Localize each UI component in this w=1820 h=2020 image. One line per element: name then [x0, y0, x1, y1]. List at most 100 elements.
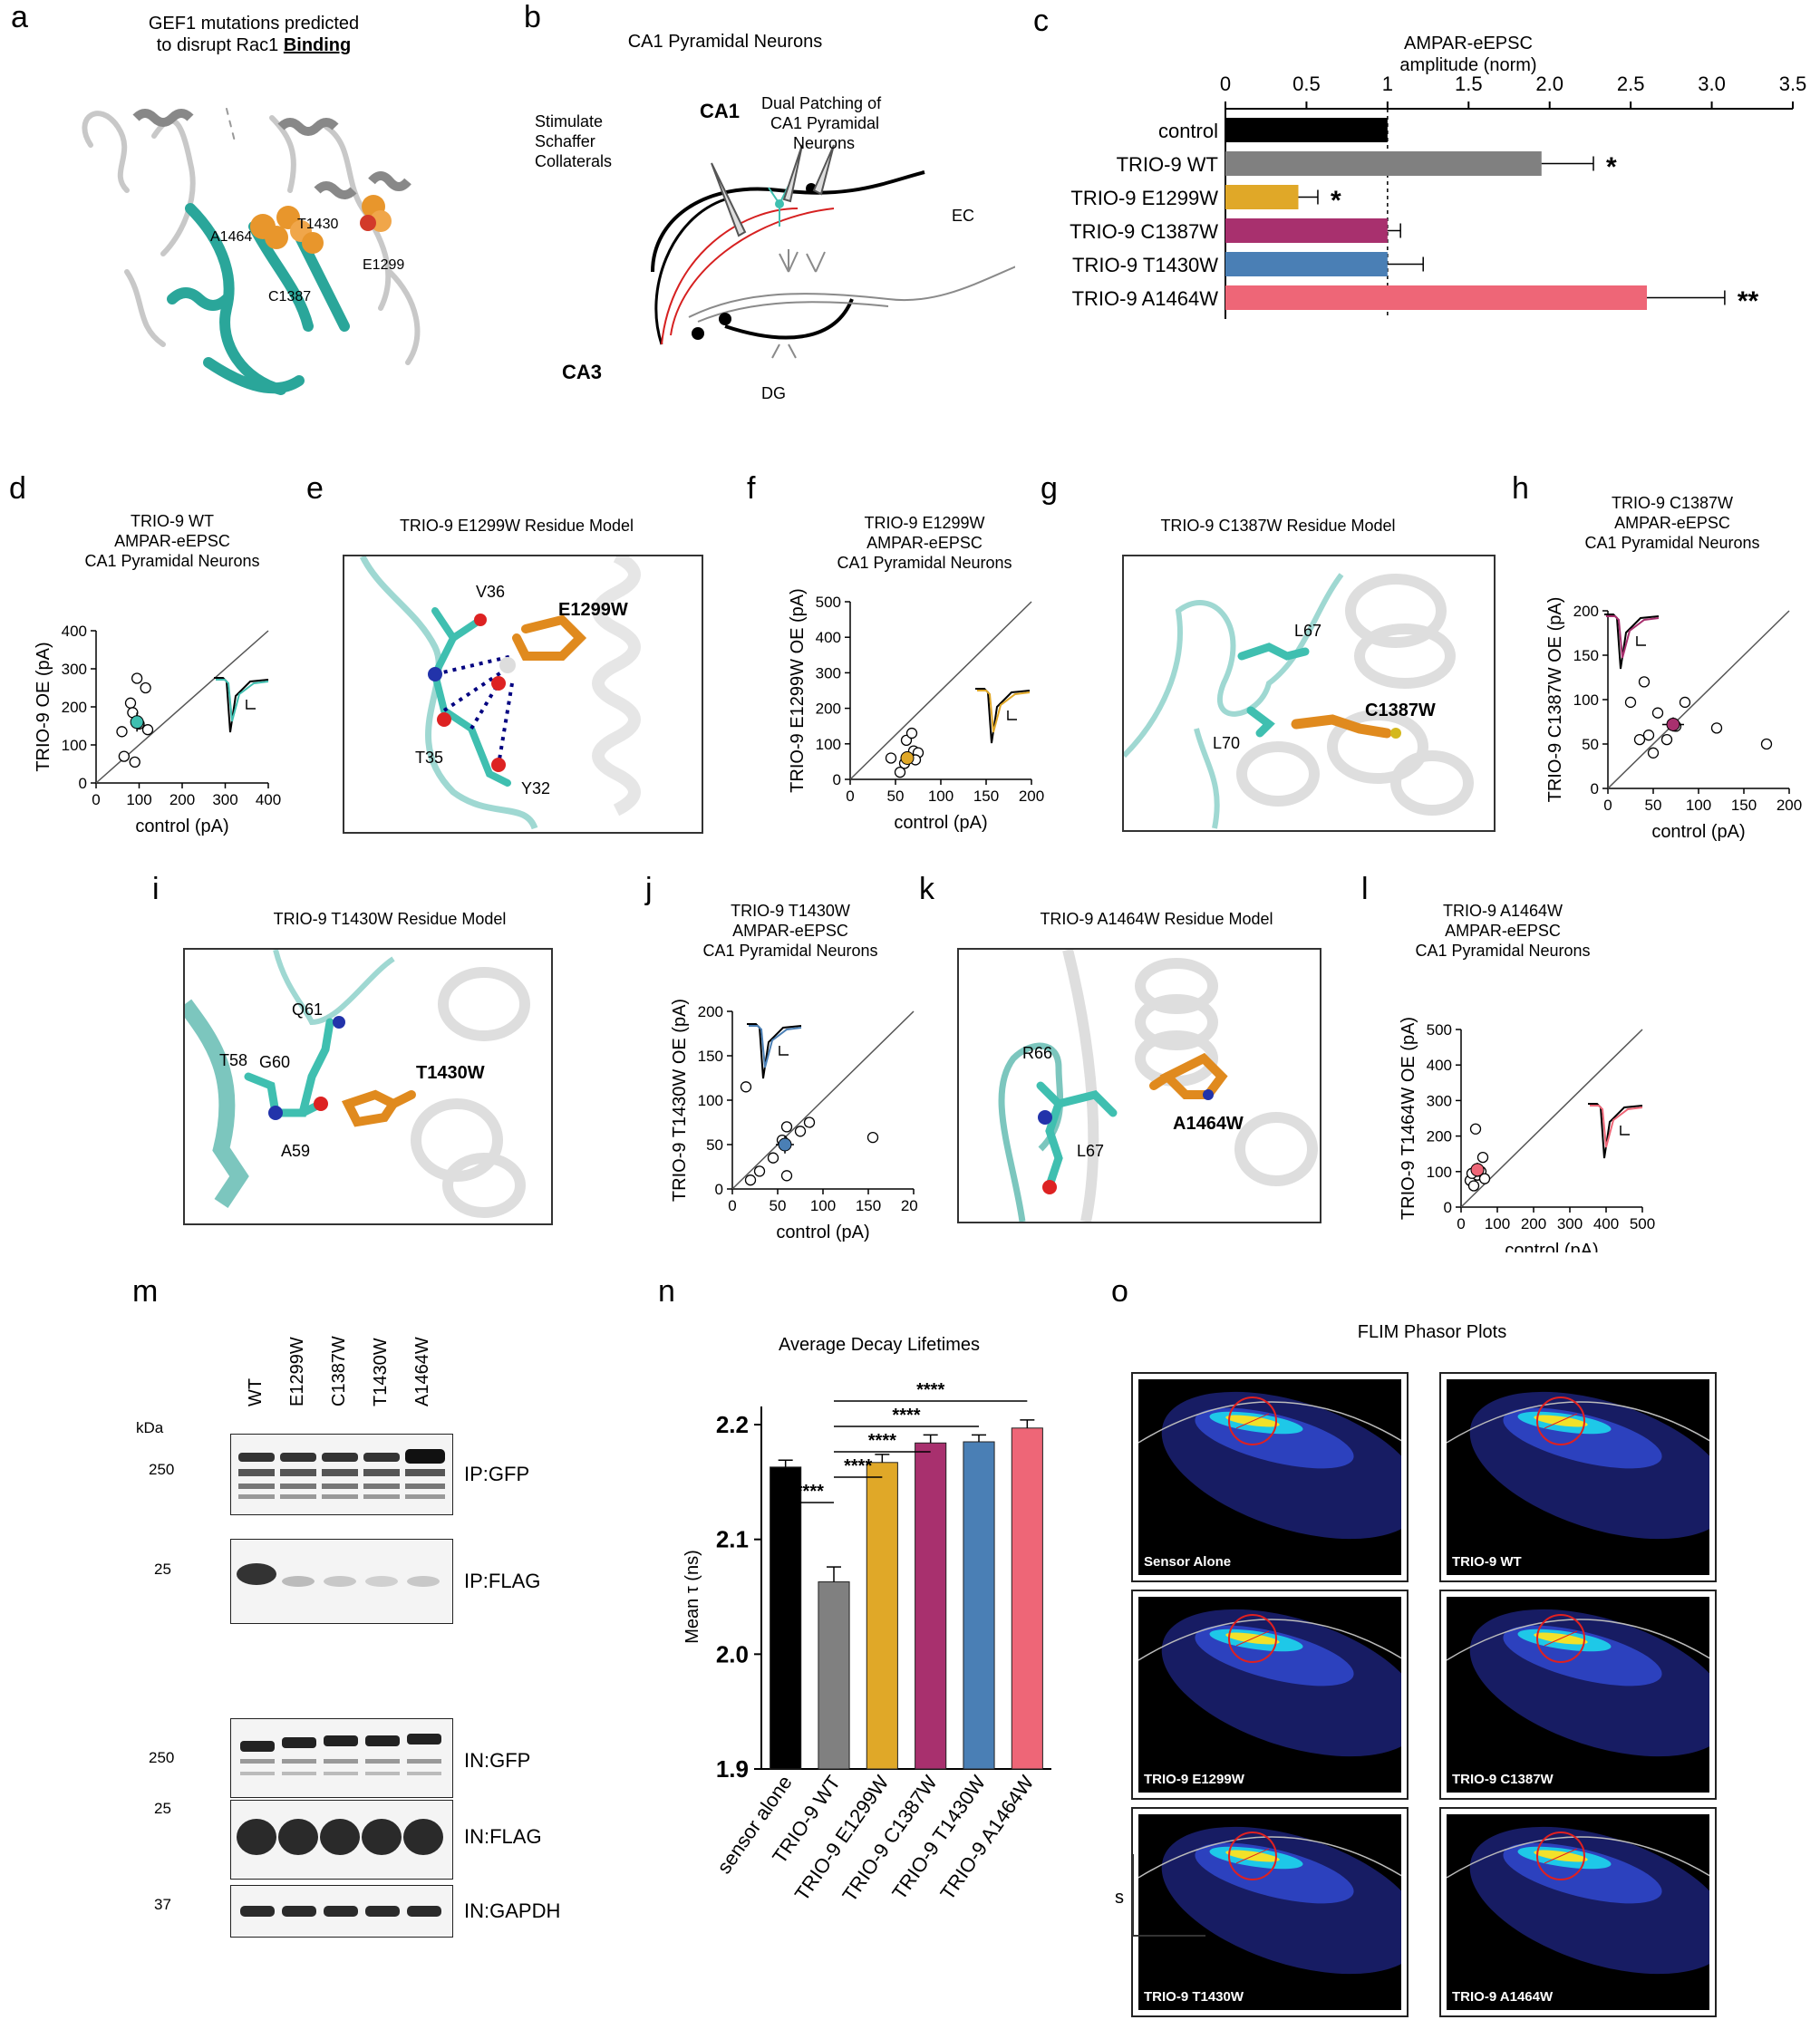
- h-ylabel: TRIO-9 C1387W OE (pA): [1545, 597, 1565, 803]
- panel-k: TRIO-9 A1464W Residue Model R66 A1464W L…: [921, 872, 1365, 1252]
- panel-c: AMPAR-eEPSC amplitude (norm) 0 0.5 1 1.5 2.0…: [1033, 0, 1820, 381]
- lane-label-0: WT: [246, 1378, 266, 1406]
- residue-a1464: A1464: [210, 229, 252, 245]
- panel-j: TRIO-9 T1430W AMPAR-eEPSC CA1 Pyramidal …: [645, 872, 917, 1252]
- d-x-tick-label: 200: [169, 791, 195, 808]
- j-y-tick-label: 200: [698, 1003, 723, 1020]
- h-mean-point: [1666, 717, 1680, 731]
- j-data-point: [780, 1170, 793, 1182]
- residue-l67: L67: [1294, 622, 1321, 640]
- panel-h-title-line1: TRIO-9 C1387W: [1611, 494, 1734, 512]
- j-y-tick-label: 50: [706, 1136, 723, 1154]
- residue-l67-k: L67: [1077, 1142, 1104, 1160]
- n-y-tick-label: 2.2: [716, 1411, 749, 1438]
- panel-c-title: AMPAR-eEPSC amplitude (norm): [1341, 33, 1595, 76]
- residue-model-g: L67 C1387W L70: [1124, 573, 1474, 829]
- chart-l: 0 100 200 300 400 500 0 100 200 300 400 500 control …: [1399, 1017, 1655, 1252]
- l-x-tick-label: 0: [1457, 1215, 1465, 1232]
- blot-marker-0: 250: [149, 1461, 175, 1478]
- c-significance: *: [1606, 152, 1617, 182]
- panel-j-title: TRIO-9 T1430W AMPAR-eEPSC CA1 Pyramidal …: [673, 901, 908, 961]
- j-trace-inset: [747, 1023, 802, 1079]
- dual-line2: CA1 Pyramidal: [770, 114, 879, 132]
- j-unity-line: [731, 1010, 915, 1190]
- universal-circle: [1138, 1836, 1401, 1879]
- panel-c-title-line2: amplitude (norm): [1399, 55, 1537, 75]
- panel-h-title-line2: AMPAR-eEPSC: [1614, 514, 1730, 532]
- panel-label-m: m: [132, 1274, 159, 1309]
- phasor-roi: [1536, 1832, 1585, 1880]
- f-xlabel: control (pA): [894, 813, 987, 833]
- blot-ip-flag: [230, 1539, 453, 1624]
- phasor-roi: [1228, 1614, 1277, 1663]
- l-y-tick-label: 200: [1427, 1128, 1452, 1145]
- d-data-point: [118, 750, 131, 762]
- stimulate-line1: Stimulate: [535, 112, 603, 130]
- h-y-tick-label: 150: [1573, 647, 1599, 664]
- h-data-point: [1633, 733, 1646, 746]
- phasor-roi-line: [1235, 1848, 1270, 1864]
- flim-plot-image: TRIO-9 T1430W: [1138, 1814, 1401, 2010]
- universal-circle: [1138, 1619, 1401, 1661]
- phasor-cloud: [1138, 1609, 1401, 1757]
- panel-i-title: TRIO-9 T1430W Residue Model: [273, 910, 507, 928]
- d-mean-point: [130, 715, 144, 730]
- universal-circle: [1138, 1401, 1401, 1444]
- f-x-tick-label: 200: [1019, 788, 1044, 805]
- h-data-point: [1624, 696, 1637, 709]
- chart-h: 0 50 100 150 200 0 50 100 150 200 control (pA) TRIO…: [1545, 597, 1802, 842]
- d-data-point: [116, 726, 128, 738]
- c-tick-label: 0.5: [1292, 72, 1321, 95]
- panel-n: Average Decay Lifetimes 1.9 2.0 2.1 2.2 Mean…: [662, 1274, 1088, 2017]
- c-category-label: control: [1158, 120, 1218, 142]
- d-x-tick-label: 300: [212, 791, 237, 808]
- j-y-tick-label: 100: [698, 1092, 723, 1109]
- f-data-point: [885, 752, 897, 764]
- f-trace-control: [975, 688, 1031, 744]
- residue-y32: Y32: [521, 779, 550, 797]
- flim-plot-image: Sensor Alone: [1138, 1379, 1401, 1575]
- phasor-cloud: [1138, 1826, 1401, 1975]
- phasor-roi: [1228, 1397, 1277, 1445]
- flim-plot-0: Sensor Alone: [1131, 1372, 1409, 1582]
- residue-a1464w: A1464W: [1173, 1114, 1244, 1134]
- c-significance: **: [1738, 286, 1759, 316]
- blot-label-0: IP:GFP: [464, 1463, 530, 1485]
- f-mean-point: [900, 750, 915, 765]
- flim-plot-5: TRIO-9 A1464W: [1439, 1807, 1717, 2017]
- flim-plot-label: TRIO-9 A1464W: [1452, 1989, 1554, 2005]
- l-xlabel: control (pA): [1505, 1241, 1598, 1252]
- universal-circle: [1447, 1836, 1709, 1879]
- blot-marker-4: 37: [154, 1896, 171, 1913]
- j-y-tick-label: 0: [715, 1181, 723, 1198]
- j-trace-oe: [749, 1025, 802, 1068]
- flim-plot-label: TRIO-9 T1430W: [1144, 1989, 1244, 2005]
- l-trace-control: [1588, 1103, 1643, 1159]
- blot-ip-flag-bands: [237, 1563, 440, 1587]
- panel-a-title-bold: Binding: [283, 35, 352, 55]
- d-data-point: [129, 756, 140, 768]
- flim-axis-s: s: [1115, 1888, 1124, 1908]
- blot-lane-labels: WT E1299W C1387W T1430W A1464W: [246, 1336, 432, 1406]
- h-y-tick-label: 0: [1591, 780, 1599, 797]
- f-y-tick-label: 100: [816, 736, 841, 753]
- phasor-cloud: [1447, 1391, 1709, 1540]
- chart-f: 0 50 100 150 200 0 100 200 300 400 500 control (pA)…: [788, 588, 1044, 833]
- panel-o: FLIM Phasor Plots Sensor Alone TRIO-9 WT T…: [1115, 1274, 1820, 2017]
- residue-c1387w: C1387W: [1365, 701, 1436, 720]
- f-x-tick-label: 100: [928, 788, 954, 805]
- label-dg: DG: [761, 384, 786, 402]
- c-bar: [1225, 285, 1648, 310]
- f-unity-line: [849, 601, 1032, 780]
- chart-j: 0 50 100 150 200 0 50 100 150 200 control (pA) TRIO…: [670, 999, 917, 1242]
- lane-label-2: C1387W: [329, 1336, 349, 1406]
- c-tick-label: 3.0: [1698, 72, 1726, 95]
- kda-label: kDa: [136, 1419, 164, 1436]
- h-data-point: [1679, 696, 1691, 709]
- h-data-point: [1660, 733, 1673, 746]
- c-tick-label: 0: [1220, 72, 1231, 95]
- j-data-point: [767, 1152, 779, 1164]
- j-mean-point: [778, 1137, 792, 1152]
- l-y-tick-label: 300: [1427, 1092, 1452, 1109]
- f-trace-inset: [975, 688, 1031, 744]
